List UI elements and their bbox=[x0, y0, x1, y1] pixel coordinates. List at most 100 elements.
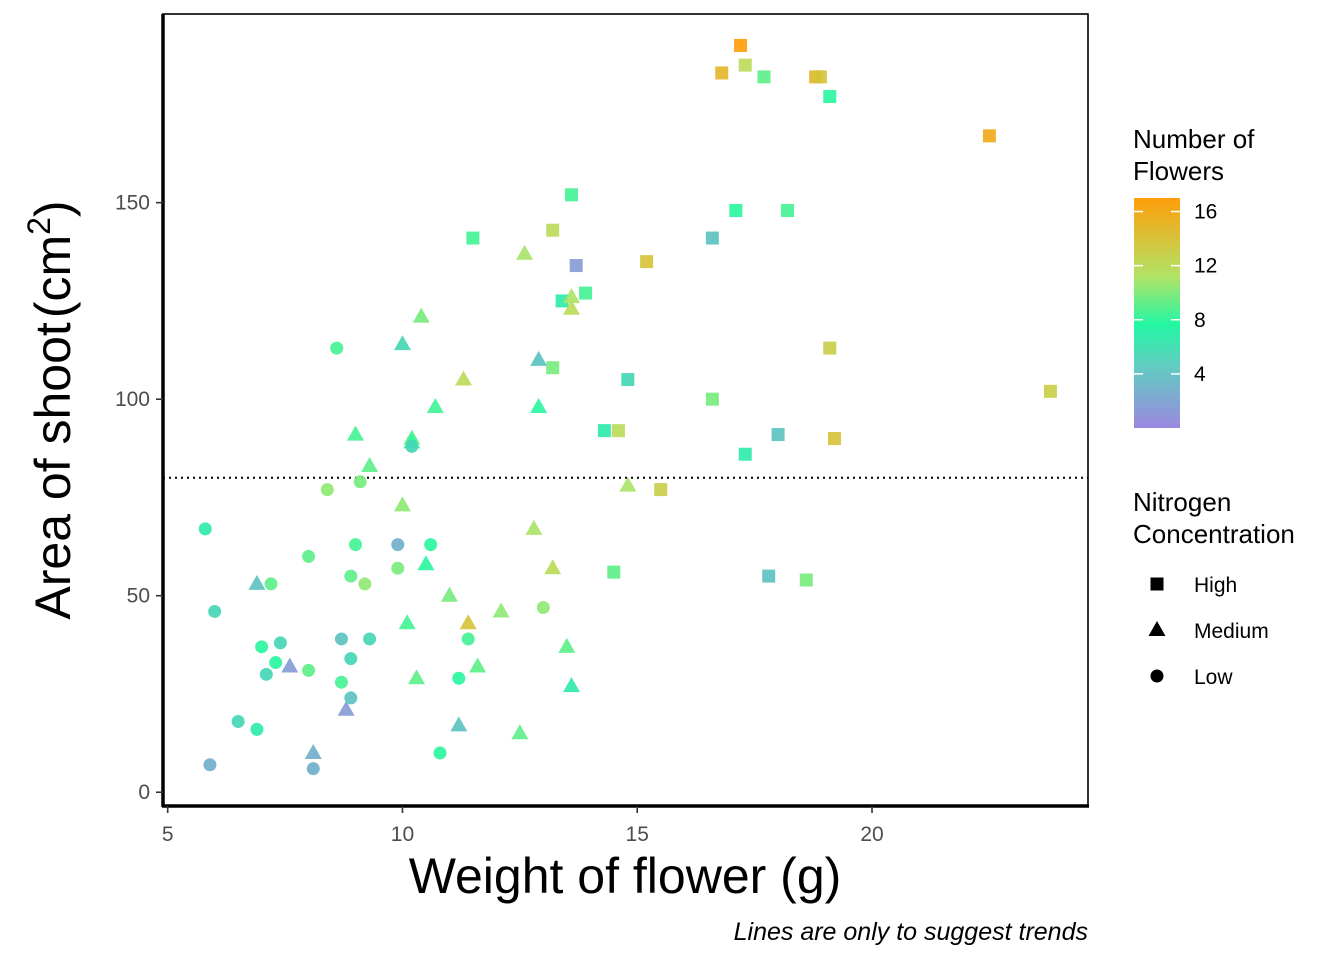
square-point-high bbox=[621, 373, 635, 387]
square-point-high bbox=[799, 573, 813, 587]
triangle-point-medium bbox=[459, 614, 477, 630]
circle-point-low bbox=[344, 569, 358, 583]
triangle-point-medium bbox=[450, 716, 468, 732]
circle-point-low bbox=[269, 656, 283, 670]
x-tick-label: 10 bbox=[391, 823, 414, 846]
triangle-point-medium bbox=[558, 637, 576, 653]
square-point-high bbox=[982, 129, 996, 143]
triangle-point-medium bbox=[412, 307, 430, 323]
plot-panel bbox=[162, 13, 1089, 807]
shape-legend-title-line-2: Concentration bbox=[1133, 519, 1295, 549]
square-point-high bbox=[611, 424, 625, 438]
square-point-high bbox=[565, 188, 579, 202]
color-legend: Number of Flowers 4 8 12 16 bbox=[1133, 124, 1255, 428]
circle-point-low bbox=[344, 691, 358, 705]
triangle-point-medium bbox=[511, 724, 529, 740]
square-point-high bbox=[757, 70, 771, 84]
legend-label-low: Low bbox=[1194, 666, 1233, 689]
circle-point-low bbox=[358, 577, 372, 591]
shape-legend-title-line-1: Nitrogen bbox=[1133, 487, 1231, 517]
circle-point-low bbox=[264, 577, 278, 591]
y-axis-title-unit: cm bbox=[25, 235, 81, 302]
colorbar-tick-label: 12 bbox=[1194, 255, 1217, 278]
shape-legend: Nitrogen Concentration High Medium Low bbox=[1133, 487, 1295, 689]
triangle-point-medium bbox=[393, 496, 411, 512]
circle-point-low bbox=[231, 714, 245, 728]
triangle-point-medium bbox=[248, 574, 266, 590]
triangle-point-medium bbox=[361, 457, 379, 473]
circle-point-low bbox=[334, 675, 348, 689]
circle-point-low bbox=[536, 601, 550, 615]
square-point-high bbox=[705, 392, 719, 406]
caption: Lines are only to suggest trends bbox=[734, 918, 1088, 946]
triangle-point-medium bbox=[563, 299, 581, 315]
circle-point-low bbox=[250, 722, 264, 736]
triangle-point-medium bbox=[393, 335, 411, 351]
colorbar-tick-label: 4 bbox=[1194, 363, 1206, 386]
circle-point-low bbox=[306, 762, 320, 776]
y-axis-title: Area of shoot(cm2) bbox=[21, 200, 81, 619]
square-point-high bbox=[705, 231, 719, 245]
circle-point-low bbox=[198, 522, 212, 536]
triangle-point-medium bbox=[281, 657, 299, 673]
y-tick-label: 100 bbox=[115, 388, 150, 411]
x-axis-title: Weight of flower (g) bbox=[409, 848, 842, 904]
square-point-high bbox=[827, 431, 841, 445]
square-point-high bbox=[607, 565, 621, 579]
square-point-high bbox=[738, 447, 752, 461]
triangle-point-medium bbox=[304, 743, 322, 759]
circle-point-low bbox=[353, 475, 367, 489]
square-point-high bbox=[762, 569, 776, 583]
square-point-high bbox=[546, 361, 560, 375]
square-point-high bbox=[734, 38, 748, 52]
y-tick-label: 0 bbox=[138, 781, 150, 804]
square-point-high bbox=[640, 255, 654, 269]
triangle-point-medium bbox=[530, 398, 548, 414]
triangle-point-medium bbox=[347, 425, 365, 441]
triangle-point-medium bbox=[337, 700, 355, 716]
circle-point-low bbox=[424, 538, 438, 552]
square-point-high bbox=[579, 286, 593, 300]
triangle-point-medium bbox=[530, 350, 548, 366]
square-point-high bbox=[569, 259, 583, 273]
y-axis-title-superscript: 2 bbox=[21, 217, 57, 235]
y-axis-title-text: Area of shoot bbox=[25, 322, 81, 620]
triangle-point-medium bbox=[469, 657, 487, 673]
circle-point-low bbox=[302, 549, 316, 563]
legend-key-circle bbox=[1150, 669, 1164, 683]
square-point-high bbox=[466, 231, 480, 245]
y-tick-label: 50 bbox=[127, 585, 150, 608]
x-tick-label: 15 bbox=[626, 823, 649, 846]
square-point-high bbox=[738, 58, 752, 72]
triangle-point-medium bbox=[408, 669, 426, 685]
x-tick-label: 5 bbox=[162, 823, 174, 846]
circle-point-low bbox=[255, 640, 269, 654]
colorbar-tick-label: 8 bbox=[1194, 309, 1206, 332]
square-point-high bbox=[555, 294, 569, 308]
triangle-point-medium bbox=[426, 398, 444, 414]
square-point-high bbox=[729, 204, 743, 218]
triangle-point-medium bbox=[455, 370, 473, 386]
circle-point-low bbox=[203, 758, 217, 772]
circle-point-low bbox=[334, 632, 348, 646]
triangle-point-medium bbox=[563, 287, 581, 303]
triangle-point-medium bbox=[440, 586, 458, 602]
triangle-point-medium bbox=[544, 559, 562, 575]
colorbar bbox=[1134, 198, 1180, 428]
circle-point-low bbox=[302, 663, 316, 677]
triangle-point-medium bbox=[563, 677, 581, 693]
circle-point-low bbox=[461, 632, 475, 646]
circle-point-low bbox=[273, 636, 287, 650]
triangle-point-medium bbox=[398, 614, 416, 630]
square-point-high bbox=[813, 70, 827, 84]
legend-label-medium: Medium bbox=[1194, 620, 1269, 643]
square-point-high bbox=[1043, 384, 1057, 398]
circle-point-low bbox=[391, 561, 405, 575]
triangle-point-medium bbox=[417, 555, 435, 571]
square-point-high bbox=[771, 428, 785, 442]
triangle-point-medium bbox=[492, 602, 510, 618]
legend-label-high: High bbox=[1194, 574, 1237, 597]
circle-point-low bbox=[363, 632, 377, 646]
square-point-high bbox=[597, 424, 611, 438]
